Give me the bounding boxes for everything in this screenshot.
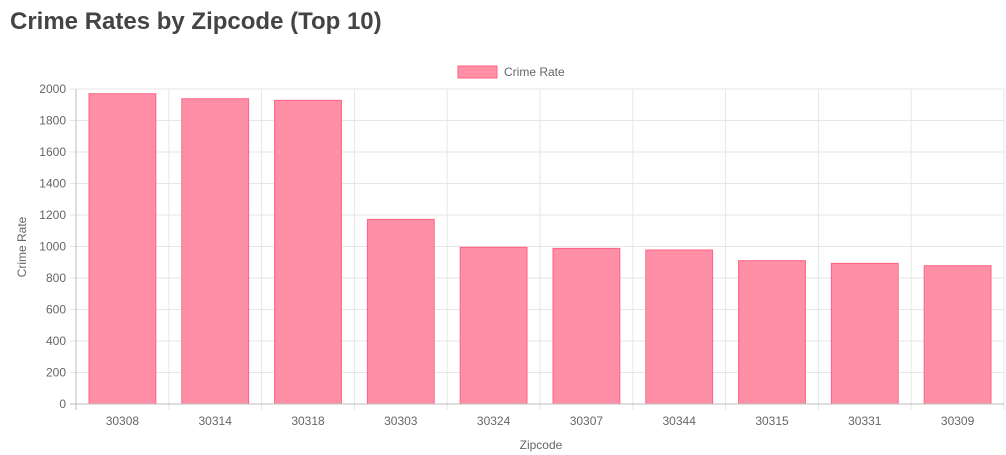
y-tick-label: 200	[46, 366, 66, 380]
chart-legend[interactable]: Crime Rate	[457, 65, 565, 79]
x-tick-label: 30308	[106, 414, 140, 428]
y-tick-label: 800	[46, 271, 66, 285]
page-title: Crime Rates by Zipcode (Top 10)	[10, 8, 382, 35]
y-tick-label: 0	[59, 397, 66, 411]
y-tick-label: 400	[46, 334, 66, 348]
legend-swatch	[457, 65, 498, 79]
y-tick-label: 1600	[39, 145, 66, 159]
x-tick-label: 30315	[755, 414, 789, 428]
x-tick-label: 30331	[848, 414, 882, 428]
legend-label: Crime Rate	[504, 65, 565, 79]
y-tick-label: 600	[46, 303, 66, 317]
x-tick-label: 30314	[199, 414, 233, 428]
y-tick-label: 1200	[39, 208, 66, 222]
bar-30303[interactable]	[366, 218, 435, 405]
bar-30315[interactable]	[738, 260, 806, 405]
y-tick-label: 2000	[39, 82, 66, 96]
y-axis-title: Crime Rate	[15, 216, 29, 277]
y-tick-label: 1400	[39, 177, 66, 191]
x-tick-label: 30318	[291, 414, 325, 428]
y-tick-label: 1800	[39, 114, 66, 128]
x-tick-label: 30303	[384, 414, 418, 428]
x-tick-label: 30344	[663, 414, 697, 428]
chart-axes: 0 200 400 600 800 1000 1200 1400 1600 1800 2000 303…	[39, 82, 1004, 428]
x-tick-label: 30309	[941, 414, 975, 428]
bar-30309[interactable]	[923, 265, 992, 405]
chart-bars	[88, 93, 992, 405]
y-tick-label: 1000	[39, 240, 66, 254]
x-tick-label: 30324	[477, 414, 511, 428]
x-axis-title: Zipcode	[520, 438, 563, 452]
bar-30308[interactable]	[88, 93, 157, 405]
x-tick-label: 30307	[570, 414, 604, 428]
bar-30307[interactable]	[552, 247, 621, 405]
bar-30324[interactable]	[459, 246, 528, 405]
bar-30344[interactable]	[645, 249, 714, 405]
bar-30318[interactable]	[274, 99, 342, 405]
bar-30331[interactable]	[830, 262, 899, 405]
bar-30314[interactable]	[181, 98, 250, 405]
